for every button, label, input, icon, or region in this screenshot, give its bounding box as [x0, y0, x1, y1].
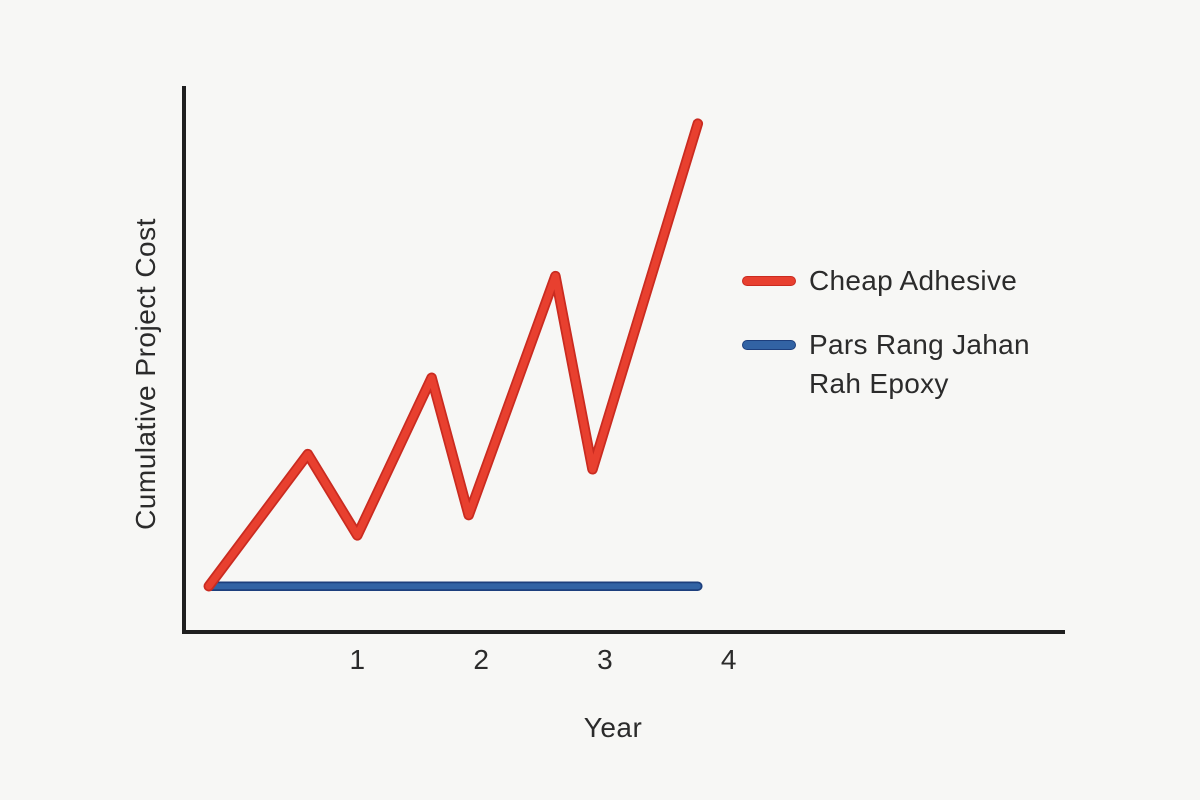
- legend-label: Cheap Adhesive: [809, 265, 1018, 296]
- legend-item-cheap-adhesive: Cheap Adhesive: [742, 261, 1067, 300]
- x-tick-label: 4: [720, 644, 737, 675]
- x-axis-label: Year: [583, 712, 643, 743]
- y-axis-label: Cumulative Project Cost: [130, 218, 161, 530]
- legend-label: Pars Rang Jahan Rah Epoxy: [809, 329, 1030, 399]
- x-tick-label: 1: [349, 644, 366, 675]
- legend-swatch-red-line-icon: [742, 276, 796, 286]
- legend-swatch-blue-line-icon: [742, 340, 796, 350]
- legend: Cheap Adhesive Pars Rang Jahan Rah Epoxy: [742, 261, 1067, 403]
- x-tick-label: 2: [473, 644, 489, 675]
- axes-lines: [182, 86, 1065, 634]
- legend-item-pars-rang-jahan-rah-epoxy: Pars Rang Jahan Rah Epoxy: [742, 325, 1067, 403]
- series-line-cheap-adhesive: [205, 120, 702, 590]
- x-tick-label: 3: [597, 644, 613, 675]
